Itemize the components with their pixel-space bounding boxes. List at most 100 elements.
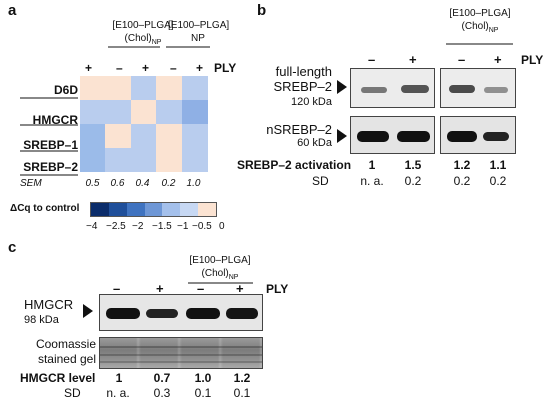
colorbar-swatch xyxy=(108,203,127,216)
heatmap-cell xyxy=(105,124,132,148)
colorbar xyxy=(90,202,217,217)
sign: + xyxy=(409,52,417,67)
panel-a-np-header-sub: (Chol)NP xyxy=(124,33,162,46)
hmgcr-level-value: 1.2 xyxy=(233,371,251,385)
blot-nsrebp2-left xyxy=(350,116,435,154)
colorbar-swatch xyxy=(91,203,109,216)
arrowhead-icon xyxy=(337,129,347,143)
heatmap-cell xyxy=(105,76,132,100)
heatmap-cell xyxy=(156,148,183,172)
panel-a-ply-label: PLY xyxy=(214,61,237,75)
activation-value: 1.5 xyxy=(404,158,422,172)
blot-fl-srebp2-right xyxy=(440,68,516,108)
sign: – xyxy=(170,61,177,75)
sd-value: 0.2 xyxy=(489,174,507,188)
activation-label: SREBP–2 activation xyxy=(237,158,352,172)
gel-label-l1: Coomassie xyxy=(35,337,96,351)
band xyxy=(146,309,178,318)
sd-label: SD xyxy=(312,174,329,188)
band xyxy=(361,87,387,93)
colorbar-swatch xyxy=(126,203,145,216)
sign: + xyxy=(196,61,204,75)
colorbar-tick: 0 xyxy=(219,221,225,232)
colorbar-tick: −2 xyxy=(132,221,144,232)
legend-title: ΔCq to control xyxy=(10,203,80,214)
blot-fl-srebp2-left xyxy=(350,68,435,108)
panel-b-header-sub: (Chol)NP xyxy=(461,21,499,34)
colorbar-swatch xyxy=(198,203,217,216)
panel-c-header-sub: (Chol)NP xyxy=(201,268,239,281)
blot-hmgcr xyxy=(99,294,263,331)
hmgcr-band-kda: 98 kDa xyxy=(24,314,59,326)
colorbar-tick: −2.5 xyxy=(106,221,126,232)
band xyxy=(357,131,389,142)
activation-value: 1.2 xyxy=(453,158,471,172)
panel-a-np2-header-top: [E100–PLGA] xyxy=(168,20,230,31)
colorbar-tick: −4 xyxy=(86,221,98,232)
gel-band xyxy=(100,354,262,356)
panel-a-np2-header-sub: NP xyxy=(191,33,205,44)
heatmap-cell xyxy=(105,148,132,172)
sem-value: 0.4 xyxy=(135,178,150,189)
heatmap xyxy=(80,76,208,172)
band xyxy=(397,131,430,142)
heatmap-cell xyxy=(156,100,183,124)
sem-value: 0.6 xyxy=(110,178,125,189)
heatmap-cell xyxy=(130,76,157,100)
sign: – xyxy=(116,61,123,75)
sd-value: 0.2 xyxy=(453,174,471,188)
band1-label-fl: full-length xyxy=(275,64,332,79)
sem-value: 0.5 xyxy=(85,178,100,189)
panel-c-sd-value: 0.1 xyxy=(233,386,251,400)
band xyxy=(447,131,477,142)
sd-value: n. a. xyxy=(360,174,384,188)
panel-c-sd-value: 0.3 xyxy=(153,386,171,400)
sign: + xyxy=(142,61,150,75)
heatmap-cell xyxy=(80,148,106,172)
heatmap-cell xyxy=(80,124,106,148)
gel-lanes xyxy=(100,338,262,368)
sign: – xyxy=(368,52,376,67)
gel-label-l2: stained gel xyxy=(37,352,96,366)
coomassie-gel xyxy=(99,337,263,369)
heatmap-cell xyxy=(130,148,157,172)
heatmap-cell xyxy=(130,100,157,124)
heatmap-cell xyxy=(80,76,106,100)
panel-c-sd-label: SD xyxy=(64,386,81,400)
band1-label-name: SREBP–2 xyxy=(273,79,332,94)
band xyxy=(401,85,429,93)
band1-label-kda: 120 kDa xyxy=(291,96,332,108)
activation-value: 1.1 xyxy=(489,158,507,172)
heatmap-row-label: D6D xyxy=(53,83,78,97)
band xyxy=(449,85,475,93)
panel-c-letter: c xyxy=(8,239,17,256)
colorbar-tick: −1 xyxy=(177,221,189,232)
panel-b-header-top: [E100–PLGA] xyxy=(449,8,511,19)
colorbar-swatch xyxy=(180,203,199,216)
gel-band xyxy=(100,361,262,363)
blot-nsrebp2-right xyxy=(440,116,516,154)
sem-label: SEM xyxy=(20,178,42,189)
panel-a-letter: a xyxy=(8,2,17,19)
colorbar-tick: −0.5 xyxy=(192,221,212,232)
heatmap-cell xyxy=(181,124,208,148)
panel-a-np-header-top: [E100–PLGA] xyxy=(112,20,174,31)
panel-c-sd-value: n. a. xyxy=(106,386,130,400)
sign: + xyxy=(85,61,93,75)
sign: + xyxy=(156,281,164,296)
sign: – xyxy=(197,281,205,296)
panel-c-header-top: [E100–PLGA] xyxy=(189,255,251,266)
heatmap-cell xyxy=(181,76,208,100)
hmgcr-level-value: 1 xyxy=(115,371,123,385)
hmgcr-level-label: HMGCR level xyxy=(20,371,96,385)
band2-label-kda: 60 kDa xyxy=(297,137,332,149)
gel-band xyxy=(100,346,262,348)
band xyxy=(484,87,508,93)
heatmap-cell xyxy=(156,76,183,100)
sem-value: 1.0 xyxy=(186,178,201,189)
arrowhead-icon xyxy=(337,80,347,94)
hmgcr-level-value: 0.7 xyxy=(153,371,171,385)
colorbar-swatch xyxy=(162,203,181,216)
colorbar-tick: −1.5 xyxy=(152,221,172,232)
